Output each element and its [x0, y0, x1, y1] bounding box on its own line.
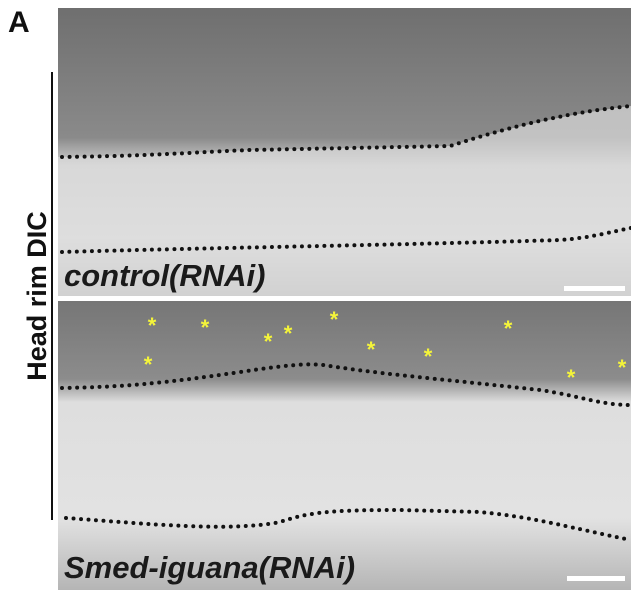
asterisk: * [201, 315, 210, 340]
asterisk: * [144, 352, 153, 377]
basal-boundary [60, 226, 631, 254]
asterisk: * [148, 313, 157, 338]
asterisk: * [284, 321, 293, 346]
control-panel: control(RNAi) [58, 8, 631, 296]
asterisk: * [618, 355, 627, 380]
asterisk: * [424, 344, 433, 369]
cell-layer [58, 106, 631, 296]
condition-label: control(RNAi) [64, 258, 265, 293]
side-label: Head rim DIC [22, 211, 52, 381]
basal-boundary [64, 507, 631, 542]
asterisk: * [504, 316, 513, 341]
asterisk: * [567, 365, 576, 390]
apical-boundary [60, 104, 631, 159]
iguana-panel: Smed-iguana(RNAi) * * * * * * * * * * * [58, 301, 631, 590]
asterisk: * [367, 337, 376, 362]
panel-label: A [8, 6, 30, 39]
condition-label: Smed-iguana(RNAi) [64, 550, 355, 585]
micrograph [58, 301, 631, 590]
asterisk: * [330, 307, 339, 332]
scale-bar [567, 576, 625, 581]
apical-boundary [60, 362, 631, 407]
scale-bar [564, 286, 625, 291]
separator [58, 296, 631, 301]
asterisk: * [264, 329, 273, 354]
